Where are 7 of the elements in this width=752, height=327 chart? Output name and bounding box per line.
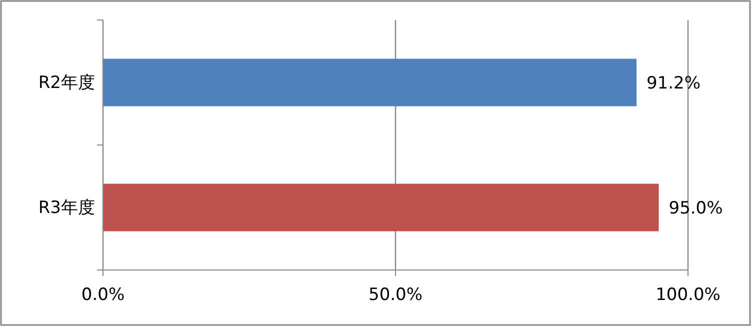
data-label: 91.2% (646, 73, 701, 94)
y-tick-label: R2年度 (38, 72, 95, 93)
x-tick-label: 100.0% (656, 285, 720, 306)
data-label: 95.0% (668, 198, 723, 218)
y-tick-label: R3年度 (38, 198, 95, 218)
x-tick-label: 50.0% (368, 285, 423, 306)
x-tick-label: 0.0% (81, 285, 125, 306)
